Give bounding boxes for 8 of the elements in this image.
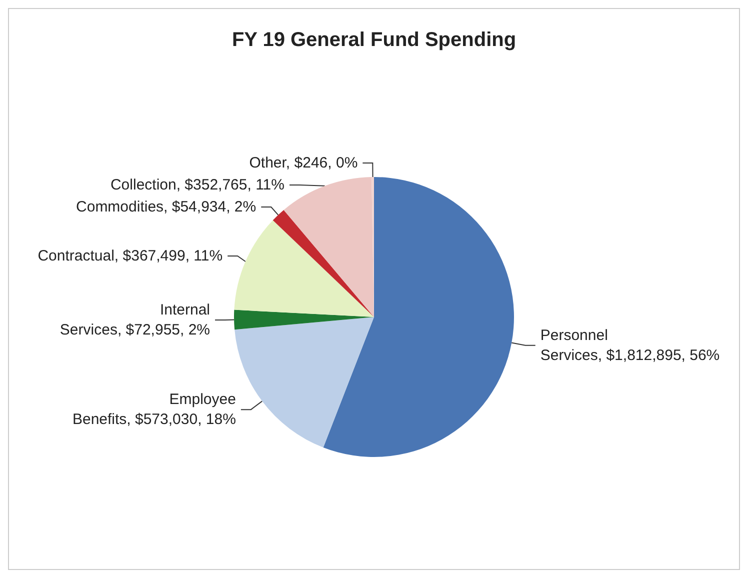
- slice-label: Personnel Services, $1,812,895, 56%: [540, 326, 720, 364]
- chart-title: FY 19 General Fund Spending: [232, 29, 516, 51]
- slice-label: Contractual, $367,499, 11%: [38, 247, 223, 264]
- slice-label: Commodities, $54,934, 2%: [76, 198, 256, 216]
- slice-label: Collection, $352,765, 11%: [110, 176, 284, 194]
- slice-label: Internal Services, $72,955, 2%: [60, 301, 210, 338]
- slice-label: Other, $246, 0%: [249, 154, 358, 172]
- slice-label: Employee Benefits, $573,030, 18%: [72, 391, 236, 428]
